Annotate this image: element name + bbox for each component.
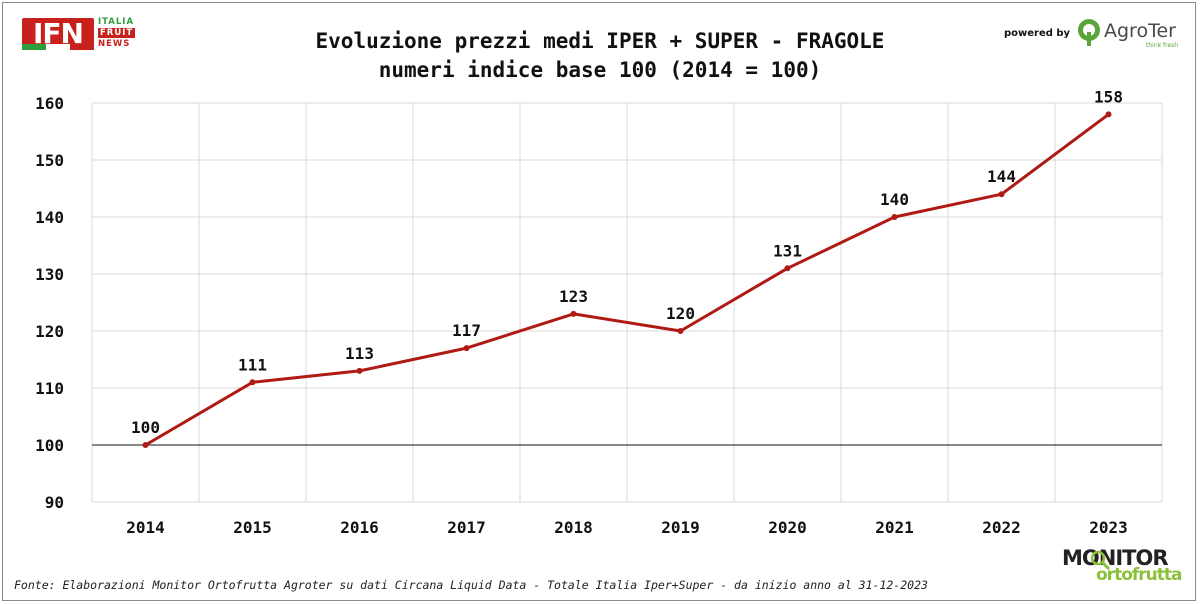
- data-label: 158: [1094, 87, 1123, 106]
- data-label: 140: [880, 190, 909, 209]
- data-label: 100: [131, 418, 160, 437]
- y-tick-label: 130: [35, 265, 64, 284]
- x-tick-label: 2016: [340, 518, 379, 537]
- data-point: [142, 442, 149, 448]
- x-tick-label: 2022: [982, 518, 1021, 537]
- italian-flag-icon: [22, 44, 94, 50]
- x-tick-label: 2017: [447, 518, 486, 537]
- data-label: 131: [773, 241, 802, 260]
- data-point: [784, 265, 791, 272]
- data-point: [570, 310, 577, 317]
- monitor-ortofrutta-logo: MONITOR ortofrutta: [1062, 546, 1186, 588]
- data-label: 113: [345, 344, 374, 363]
- data-point: [891, 214, 898, 220]
- powered-by-label: powered by: [1004, 28, 1071, 39]
- data-point: [463, 345, 470, 352]
- data-label: 111: [238, 355, 267, 374]
- y-tick-label: 120: [35, 322, 64, 341]
- y-tick-label: 150: [35, 151, 64, 170]
- y-tick-label: 160: [35, 94, 64, 113]
- ifn-side-news: NEWS: [98, 39, 131, 49]
- y-tick-label: 100: [35, 436, 64, 455]
- agroter-name: AgroTer: [1104, 20, 1176, 42]
- monitor-logo-line2: ortofrutta: [1096, 565, 1182, 585]
- series-line: [144, 113, 1110, 447]
- data-label: 123: [559, 287, 588, 306]
- data-label: 120: [666, 304, 695, 323]
- data-point: [998, 191, 1005, 198]
- x-tick-label: 2021: [875, 518, 914, 537]
- monitor-logo-line1: MONITOR: [1062, 546, 1168, 570]
- x-tick-label: 2019: [661, 518, 700, 537]
- tree-icon: [1078, 19, 1100, 46]
- agroter-logo: AgroTer think fresh: [1076, 18, 1186, 50]
- y-tick-label: 90: [45, 493, 64, 512]
- data-point: [1105, 111, 1112, 118]
- source-note: Fonte: Elaborazioni Monitor Ortofrutta A…: [14, 578, 928, 592]
- ifn-side-fruit: FRUIT: [98, 28, 136, 38]
- data-label: 144: [987, 167, 1016, 186]
- data-label: 117: [452, 321, 481, 340]
- data-point: [249, 379, 256, 386]
- x-tick-label: 2020: [768, 518, 807, 537]
- ifn-side-italia: ITALIA: [98, 17, 135, 27]
- x-tick-label: 2018: [554, 518, 593, 537]
- data-point: [356, 367, 363, 374]
- x-tick-label: 2015: [233, 518, 272, 537]
- chart-subtitle: numeri indice base 100 (2014 = 100): [378, 58, 822, 82]
- magnifier-icon: [1090, 550, 1111, 571]
- y-tick-label: 110: [35, 379, 64, 398]
- data-point: [677, 328, 684, 334]
- ifn-logo: IFN ITALIA FRUIT NEWS: [22, 16, 142, 52]
- y-tick-label: 140: [35, 208, 64, 227]
- agroter-tagline: think fresh: [1146, 42, 1179, 49]
- chart-title: Evoluzione prezzi medi IPER + SUPER - FR…: [315, 29, 885, 53]
- x-tick-label: 2014: [126, 518, 165, 537]
- x-tick-label: 2023: [1089, 518, 1128, 537]
